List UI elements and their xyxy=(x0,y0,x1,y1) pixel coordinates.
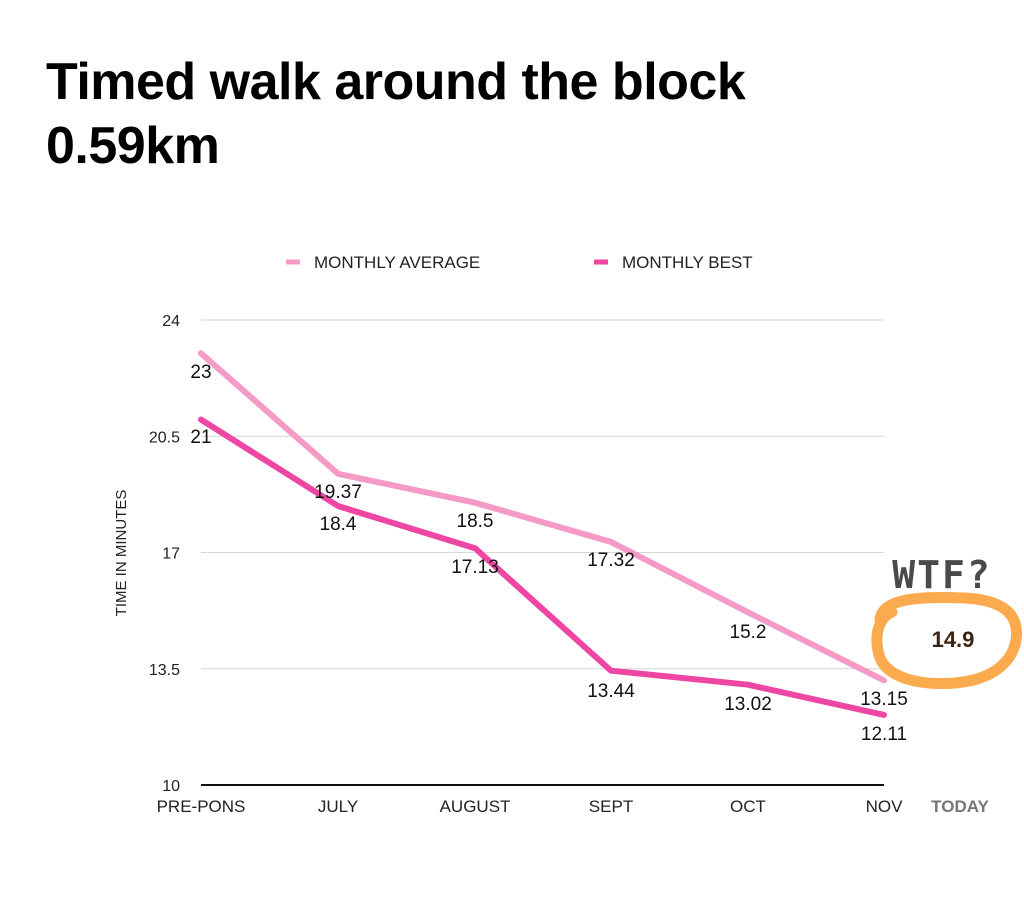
data-label-best: 21 xyxy=(190,427,211,448)
y-tick-label: 10 xyxy=(162,778,180,795)
data-label-best: 18.4 xyxy=(320,514,357,535)
data-label-average: 13.15 xyxy=(860,689,908,710)
x-tick-label: OCT xyxy=(730,797,766,816)
data-label-best: 12.11 xyxy=(861,724,907,745)
today-value: 14.9 xyxy=(932,627,975,652)
y-axis-ticks: 10 13.5 17 20.5 24 xyxy=(149,313,180,795)
x-axis-ticks: PRE-PONS JULY AUGUST SEPT OCT NOV xyxy=(157,797,903,816)
y-axis-title: TIME IN MINUTES xyxy=(113,490,130,617)
x-tick-label: NOV xyxy=(866,797,904,816)
data-label-average: 19.37 xyxy=(314,482,362,503)
y-tick-label: 13.5 xyxy=(149,662,180,679)
chart-title-line-1: Timed walk around the block xyxy=(46,53,746,111)
legend-label: MONTHLY BEST xyxy=(622,253,753,272)
today-label: TODAY xyxy=(931,797,989,816)
series-lines xyxy=(198,350,887,718)
today-highlight-scribble xyxy=(871,591,1022,690)
series-line-monthly-best xyxy=(198,416,887,718)
y-tick-label: 24 xyxy=(162,313,180,330)
data-label-average: 23 xyxy=(190,362,211,383)
x-tick-label: SEPT xyxy=(589,797,633,816)
data-label-best: 17.13 xyxy=(451,557,499,578)
y-tick-label: 17 xyxy=(162,546,180,563)
gridlines xyxy=(201,319,884,670)
series-line-monthly-average xyxy=(198,350,887,684)
data-label-average: 15.2 xyxy=(730,622,767,643)
x-tick-label: JULY xyxy=(318,797,358,816)
data-labels: 23 19.37 18.5 17.32 15.2 13.15 21 18.4 17.13 13.4… xyxy=(190,362,907,745)
x-tick-label: AUGUST xyxy=(440,797,511,816)
chart-title: Timed walk around the block 0.59km xyxy=(46,50,746,178)
legend-label: MONTHLY AVERAGE xyxy=(314,253,480,272)
data-label-best: 13.44 xyxy=(587,681,635,702)
y-tick-label: 20.5 xyxy=(149,429,180,446)
data-label-best: 13.02 xyxy=(724,694,772,715)
data-label-average: 17.32 xyxy=(587,550,635,571)
x-tick-label: PRE-PONS xyxy=(157,797,246,816)
chart-title-line-2: 0.59km xyxy=(46,117,220,175)
wtf-annotation: WTF? xyxy=(892,553,992,597)
legend: MONTHLY AVERAGE MONTHLY BEST xyxy=(286,253,753,272)
data-label-average: 18.5 xyxy=(457,511,494,532)
